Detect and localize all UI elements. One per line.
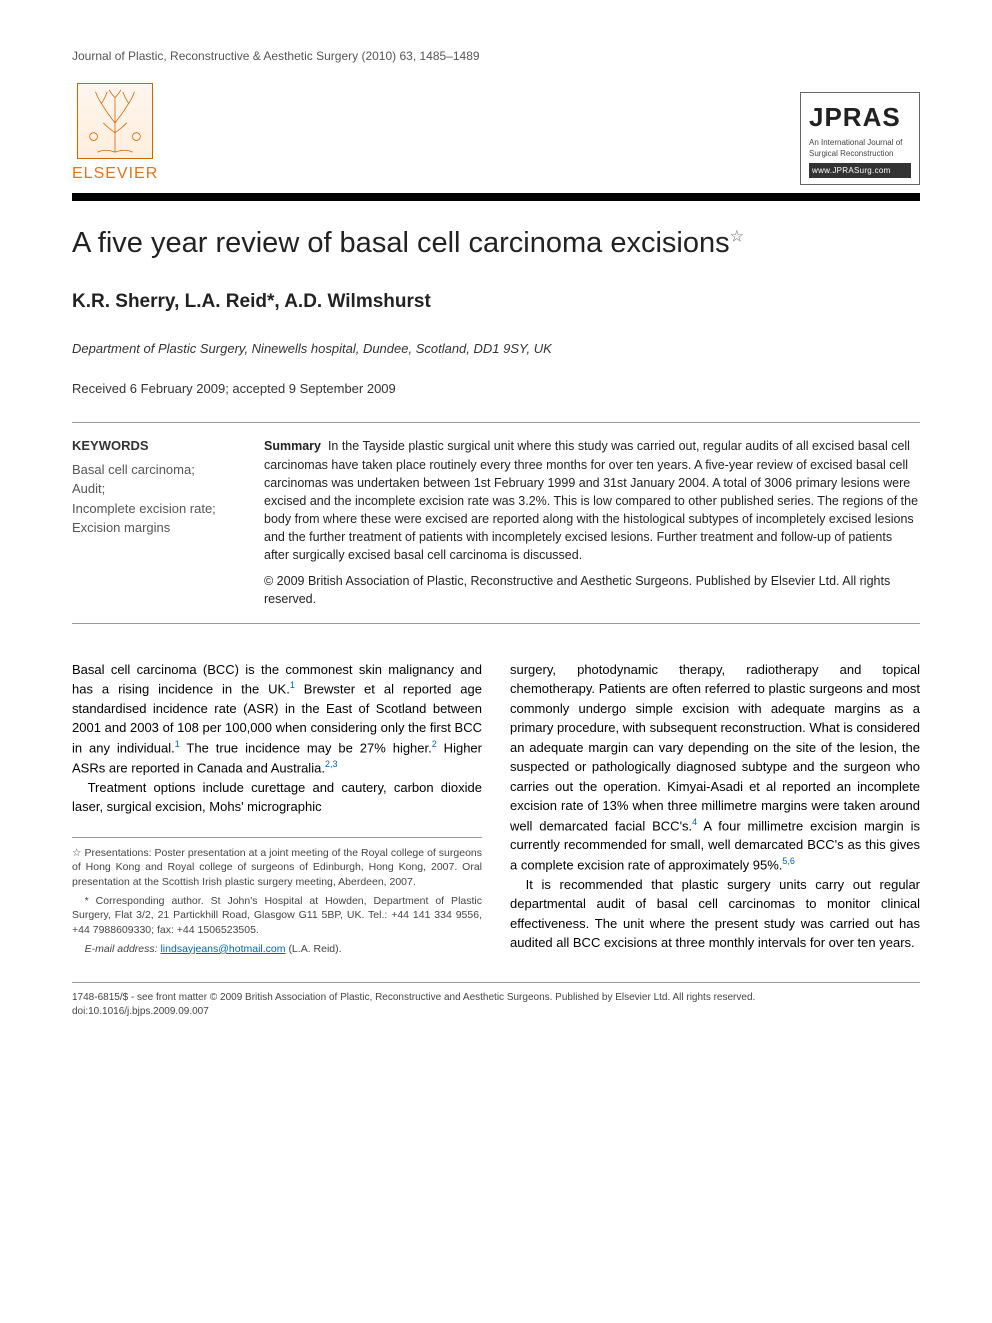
- running-head: Journal of Plastic, Reconstructive & Aes…: [72, 48, 920, 65]
- summary-copyright: © 2009 British Association of Plastic, R…: [264, 572, 920, 608]
- para-2: Treatment options include curettage and …: [72, 778, 482, 817]
- keywords-list: Basal cell carcinoma; Audit; Incomplete …: [72, 460, 232, 538]
- title-text: A five year review of basal cell carcino…: [72, 227, 730, 259]
- journal-subtitle-1: An International Journal of: [809, 138, 911, 148]
- publisher-name: ELSEVIER: [72, 163, 158, 185]
- email-link[interactable]: lindsayjeans@hotmail.com: [160, 943, 285, 955]
- journal-logo: JPRAS An International Journal of Surgic…: [800, 92, 920, 185]
- para-1r: surgery, photodynamic therapy, radiother…: [510, 660, 920, 875]
- journal-subtitle-2: Surgical Reconstruction: [809, 149, 911, 159]
- body-columns: Basal cell carcinoma (BCC) is the common…: [72, 660, 920, 961]
- summary-column: Summary In the Tayside plastic surgical …: [264, 437, 920, 608]
- keywords-heading: KEYWORDS: [72, 437, 232, 455]
- para-2r: It is recommended that plastic surgery u…: [510, 875, 920, 953]
- affiliation: Department of Plastic Surgery, Ninewells…: [72, 340, 920, 358]
- header-row: ELSEVIER JPRAS An International Journal …: [72, 83, 920, 185]
- article-title: A five year review of basal cell carcino…: [72, 225, 920, 261]
- footnote-presentations: ☆ Presentations: Poster presentation at …: [72, 846, 482, 890]
- summary-lead: Summary: [264, 439, 321, 453]
- rp1a: surgery, photodynamic therapy, radiother…: [510, 662, 920, 833]
- title-footnote-marker-icon: ☆: [730, 229, 744, 246]
- p1c: The true incidence may be 27% higher.: [180, 740, 432, 755]
- right-column: surgery, photodynamic therapy, radiother…: [510, 660, 920, 961]
- left-column: Basal cell carcinoma (BCC) is the common…: [72, 660, 482, 961]
- footer-doi: doi:10.1016/j.bjps.2009.09.007: [72, 1005, 920, 1019]
- divider-bar: [72, 193, 920, 201]
- ref-23[interactable]: 2,3: [325, 759, 338, 769]
- page: Journal of Plastic, Reconstructive & Aes…: [0, 0, 992, 1051]
- abstract-box: KEYWORDS Basal cell carcinoma; Audit; In…: [72, 422, 920, 623]
- publisher-logo: ELSEVIER: [72, 83, 158, 185]
- email-person: (L.A. Reid).: [288, 943, 341, 955]
- journal-url: www.JPRASurg.com: [809, 163, 911, 178]
- footer: 1748-6815/$ - see front matter © 2009 Br…: [72, 982, 920, 1019]
- footer-copyright: 1748-6815/$ - see front matter © 2009 Br…: [72, 991, 920, 1005]
- journal-abbr: JPRAS: [809, 99, 911, 135]
- footnote-email: E-mail address: lindsayjeans@hotmail.com…: [72, 942, 482, 957]
- footnote-corresponding: * Corresponding author. St John's Hospit…: [72, 894, 482, 938]
- para-1: Basal cell carcinoma (BCC) is the common…: [72, 660, 482, 778]
- ref-56[interactable]: 5,6: [782, 856, 795, 866]
- authors: K.R. Sherry, L.A. Reid*, A.D. Wilmshurst: [72, 289, 920, 316]
- article-dates: Received 6 February 2009; accepted 9 Sep…: [72, 380, 920, 398]
- elsevier-tree-icon: [77, 83, 153, 159]
- keywords-column: KEYWORDS Basal cell carcinoma; Audit; In…: [72, 437, 232, 608]
- summary-text: In the Tayside plastic surgical unit whe…: [264, 439, 918, 562]
- email-label: E-mail address:: [85, 943, 158, 955]
- footnotes: ☆ Presentations: Poster presentation at …: [72, 837, 482, 957]
